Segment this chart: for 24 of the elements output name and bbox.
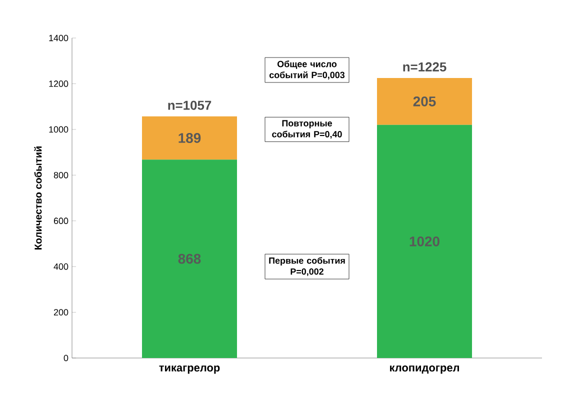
y-tick-label: 0 <box>64 354 68 362</box>
bar <box>142 116 238 160</box>
x-tick-label: клопидогрел <box>390 366 459 374</box>
annotation: Повторные события P=0,40 <box>272 120 342 139</box>
annotation: Первые события P=0,002 <box>269 257 345 276</box>
y-tick-label: 200 <box>54 309 68 316</box>
total-label: n=1225 <box>403 62 446 72</box>
data-label: 205 <box>413 96 436 106</box>
data-label: 868 <box>178 254 201 264</box>
bar <box>377 78 472 125</box>
y-tick-label: 1400 <box>49 34 68 42</box>
y-tick-label: 800 <box>54 172 68 178</box>
bar <box>142 160 238 358</box>
y-tick-label: 400 <box>54 263 68 270</box>
total-label: n=1057 <box>168 100 212 110</box>
bar <box>377 124 472 358</box>
y-axis-title: Количество событий <box>34 146 42 250</box>
annotation: Общее число событий P=0,003 <box>269 60 345 80</box>
y-tick-label: 1000 <box>49 126 68 133</box>
data-label: 189 <box>178 133 201 143</box>
x-tick-label: тикагрелор <box>159 366 220 374</box>
data-label: 1020 <box>410 236 440 246</box>
y-tick-label: 600 <box>54 218 68 224</box>
y-tick-label: 1200 <box>49 80 68 87</box>
